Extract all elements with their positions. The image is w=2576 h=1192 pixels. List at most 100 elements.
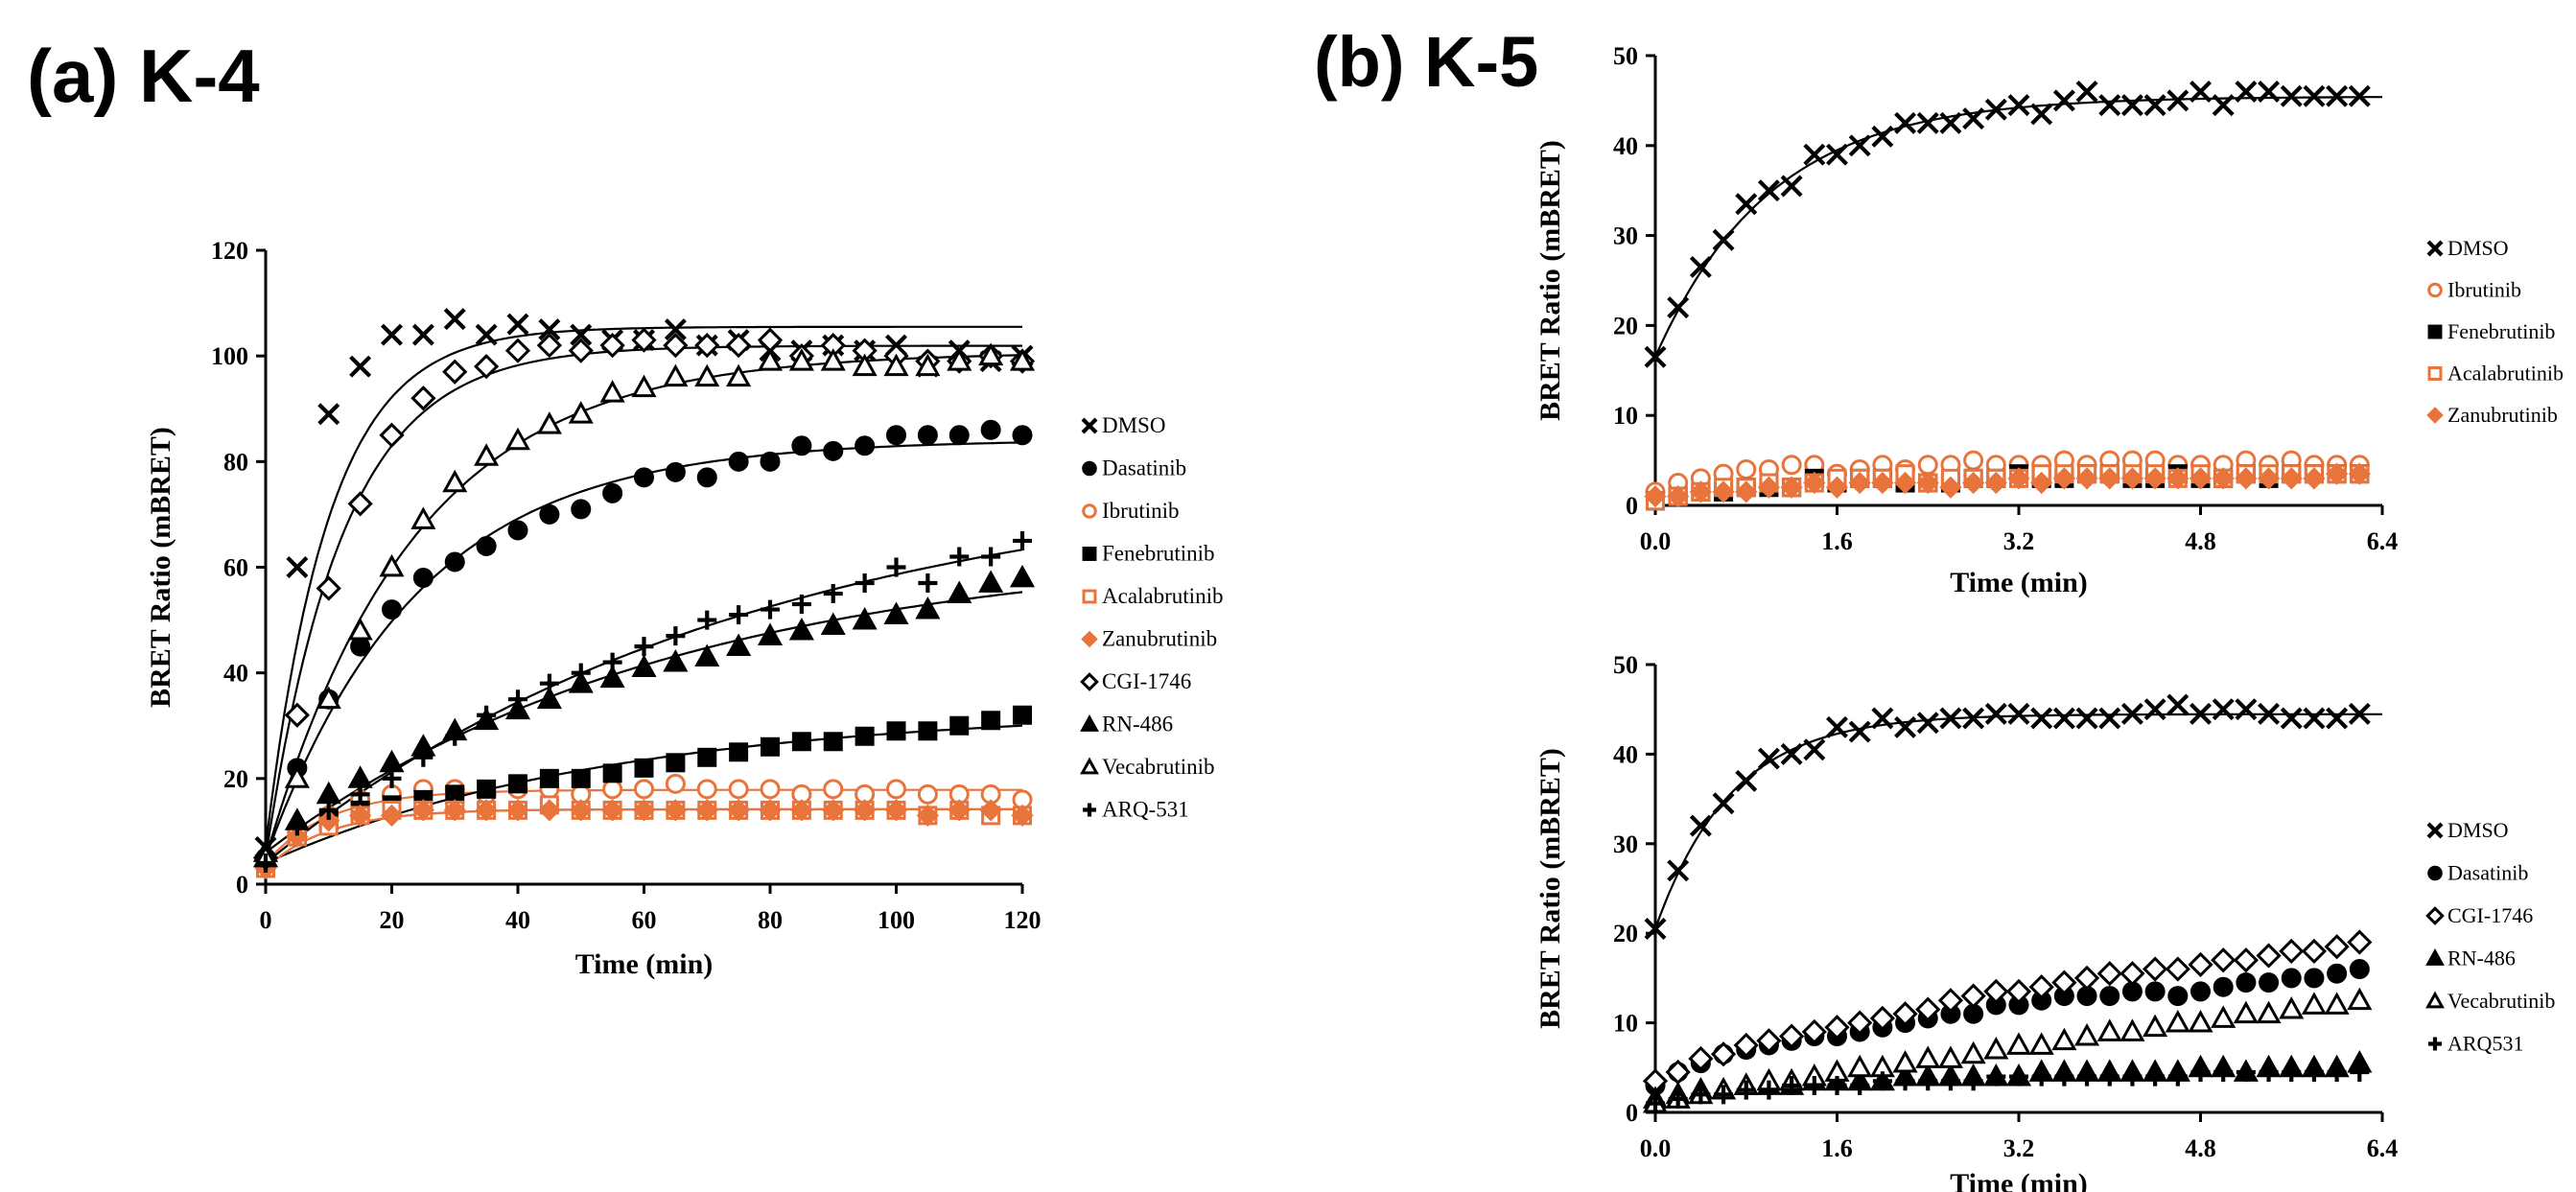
data-point — [664, 799, 687, 822]
legend-marker-acalabrutinib — [1082, 589, 1097, 604]
data-point — [761, 599, 780, 619]
data-point — [2188, 951, 2213, 978]
data-point — [1644, 345, 1667, 368]
x-tick-label: 3.2 — [2003, 527, 2035, 555]
data-point — [1894, 111, 1917, 134]
data-point — [539, 673, 559, 693]
panel-a-label: (a) K-4 — [27, 34, 260, 118]
data-point — [1937, 988, 1964, 1014]
data-point — [1824, 1015, 1850, 1040]
data-point — [2327, 963, 2348, 984]
data-point — [2098, 467, 2121, 490]
data-point — [2235, 698, 2258, 721]
data-point — [2099, 986, 2120, 1007]
data-point — [568, 338, 594, 363]
data-point — [820, 348, 846, 371]
data-point — [284, 702, 310, 728]
data-point — [287, 816, 307, 836]
data-point — [508, 689, 527, 710]
data-point — [476, 535, 497, 556]
data-point — [757, 348, 784, 371]
data-point — [381, 323, 403, 346]
data-point — [1710, 1041, 1737, 1067]
data-point — [2143, 698, 2166, 721]
data-point — [886, 779, 906, 800]
data-point — [663, 363, 689, 387]
data-point — [1918, 1071, 1938, 1091]
data-point — [632, 799, 656, 822]
data-point — [855, 726, 875, 746]
data-point — [1869, 1005, 1896, 1032]
data-point — [694, 643, 720, 667]
data-point — [2212, 698, 2235, 721]
data-point — [1986, 1066, 2006, 1087]
legend-marker-dasatinib — [1082, 460, 1097, 477]
data-point — [2007, 702, 2030, 725]
data-point — [665, 773, 686, 794]
data-point — [2233, 947, 2260, 973]
data-point — [759, 799, 782, 822]
data-point — [634, 467, 654, 488]
data-point — [2028, 974, 2054, 1000]
data-point — [1939, 111, 1962, 134]
data-point — [886, 721, 906, 741]
x-tick-label: 120 — [1004, 906, 1042, 934]
data-point — [981, 711, 1001, 731]
legend-marker-fenebrutinib — [2427, 324, 2443, 339]
data-point — [2031, 1066, 2051, 1087]
data-point — [1756, 1028, 1782, 1054]
data-point — [2256, 943, 2282, 969]
data-point — [2347, 929, 2373, 955]
x-axis-label: Time (min) — [1950, 567, 2088, 598]
x-tick-label: 60 — [632, 906, 657, 934]
data-point — [2279, 996, 2305, 1019]
data-point — [1871, 471, 1894, 495]
data-point — [694, 363, 720, 387]
legend-label-arq-531: ARQ-531 — [1102, 798, 1189, 822]
data-point — [2119, 1018, 2145, 1041]
x-axis-label: Time (min) — [1950, 1168, 2088, 1192]
data-point — [2143, 94, 2166, 117]
data-point — [2235, 81, 2258, 104]
data-point — [695, 799, 718, 822]
data-point — [665, 461, 686, 482]
data-point — [2143, 1014, 2168, 1038]
data-point — [791, 732, 811, 752]
data-point — [1712, 228, 1735, 251]
data-point — [2005, 978, 2032, 1005]
data-point — [382, 768, 402, 788]
data-point — [1804, 1075, 1824, 1095]
data-point — [1825, 476, 1849, 499]
legend-label-ibrutinib: Ibrutinib — [2447, 278, 2521, 302]
data-point — [979, 799, 1002, 822]
data-point — [1013, 530, 1032, 550]
data-point — [350, 784, 370, 805]
fit-curve-dmso — [1653, 713, 2382, 929]
data-point — [2077, 1066, 2097, 1087]
data-point — [918, 721, 938, 741]
data-point — [2236, 972, 2257, 993]
legend-label-rn-486: RN-486 — [1102, 713, 1173, 736]
data-point — [823, 440, 844, 461]
data-point — [1871, 707, 1894, 730]
data-point — [2167, 986, 2189, 1007]
data-point — [2327, 1062, 2347, 1082]
legend-marker-ibrutinib — [2427, 282, 2443, 298]
data-point — [696, 467, 717, 488]
data-point — [1915, 996, 1941, 1022]
data-point — [347, 765, 373, 788]
data-point — [2074, 1023, 2100, 1046]
data-point — [948, 425, 970, 446]
data-point — [2348, 702, 2371, 725]
panel-b-label: (b) K-5 — [1314, 22, 1538, 102]
data-point — [379, 553, 405, 577]
data-point — [1780, 476, 1803, 499]
data-point — [883, 601, 909, 624]
data-point — [316, 781, 341, 805]
data-point — [1892, 1001, 1918, 1027]
data-point — [664, 318, 687, 341]
data-point — [917, 783, 938, 805]
y-tick-label: 30 — [1613, 830, 1638, 858]
data-point — [2281, 968, 2302, 989]
legend-label-dmso: DMSO — [1102, 413, 1165, 437]
